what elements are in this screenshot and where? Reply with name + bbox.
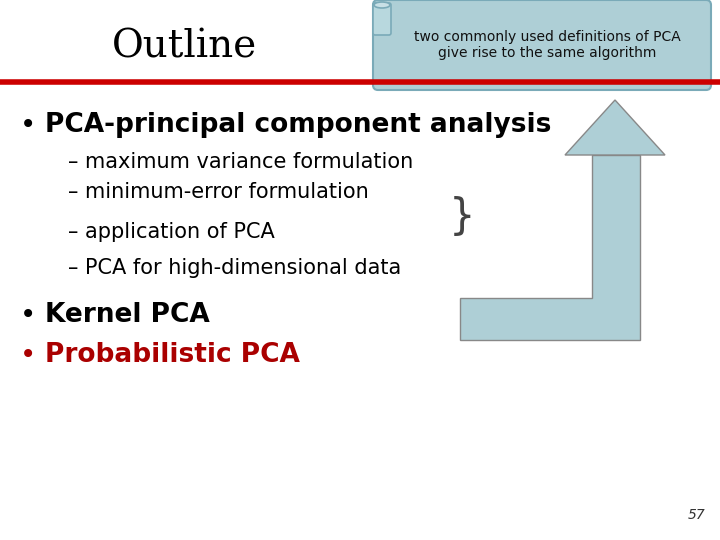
- Polygon shape: [460, 155, 640, 340]
- Text: Outline: Outline: [112, 29, 258, 65]
- Text: – minimum-error formulation: – minimum-error formulation: [68, 182, 369, 202]
- Text: two commonly used definitions of PCA
give rise to the same algorithm: two commonly used definitions of PCA giv…: [413, 30, 680, 60]
- Text: •: •: [20, 301, 36, 329]
- Text: Probabilistic PCA: Probabilistic PCA: [45, 342, 300, 368]
- Ellipse shape: [374, 2, 390, 8]
- Text: •: •: [20, 111, 36, 139]
- Text: – maximum variance formulation: – maximum variance formulation: [68, 152, 413, 172]
- Text: – application of PCA: – application of PCA: [68, 222, 275, 242]
- FancyBboxPatch shape: [373, 0, 711, 90]
- FancyBboxPatch shape: [373, 3, 391, 35]
- Text: – PCA for high-dimensional data: – PCA for high-dimensional data: [68, 258, 401, 278]
- Text: Kernel PCA: Kernel PCA: [45, 302, 210, 328]
- Text: PCA-principal component analysis: PCA-principal component analysis: [45, 112, 552, 138]
- Polygon shape: [565, 100, 665, 155]
- Text: •: •: [20, 341, 36, 369]
- Text: }: }: [449, 196, 475, 238]
- Text: 57: 57: [688, 508, 705, 522]
